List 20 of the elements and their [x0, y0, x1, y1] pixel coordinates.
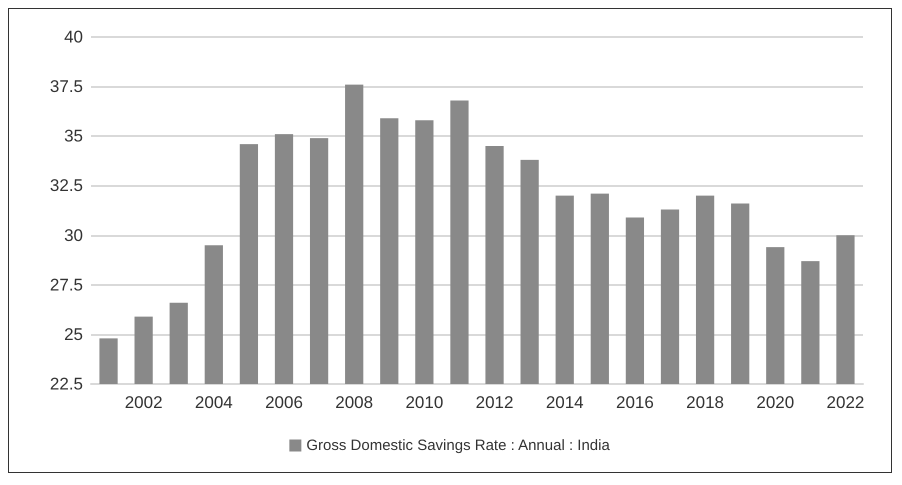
x-tick-label: 2006	[265, 393, 303, 412]
y-tick-label: 27.5	[50, 275, 83, 294]
x-tick-label: 2012	[476, 393, 514, 412]
y-tick-label: 32.5	[50, 176, 83, 196]
y-tick-label: 25	[64, 324, 83, 344]
legend-label: Gross Domestic Savings Rate : Annual : India	[306, 437, 610, 454]
x-tick-label: 2020	[756, 393, 794, 412]
x-tick-label: 2014	[546, 393, 584, 412]
x-tick-label: 2002	[124, 393, 163, 412]
x-tick-label: 2004	[194, 393, 233, 412]
x-tick-label: 2008	[335, 393, 374, 412]
y-tick-label: 30	[64, 226, 83, 245]
y-tick-label: 22.5	[50, 374, 83, 394]
x-tick-label: 2010	[405, 393, 444, 412]
y-tick-label: 37.5	[50, 77, 83, 96]
y-tick-label: 40	[64, 28, 83, 46]
x-tick-label: 2022	[826, 393, 864, 412]
y-tick-label: 35	[64, 126, 83, 146]
x-tick-label: 2018	[686, 393, 724, 412]
x-tick-label: 2016	[616, 393, 654, 412]
